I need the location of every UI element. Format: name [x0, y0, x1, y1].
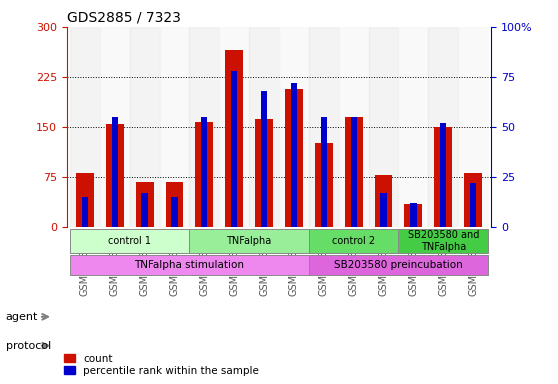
Bar	[219, 27, 249, 227]
Bar	[464, 173, 482, 227]
Text: control 1: control 1	[108, 236, 151, 246]
Text: control 2: control 2	[332, 236, 375, 246]
FancyBboxPatch shape	[189, 229, 309, 253]
Bar	[160, 27, 189, 227]
Bar	[315, 142, 333, 227]
FancyBboxPatch shape	[309, 255, 488, 275]
Bar	[434, 127, 452, 227]
Bar	[369, 27, 398, 227]
Bar	[231, 71, 237, 227]
Bar	[470, 183, 477, 227]
Bar	[76, 173, 94, 227]
Bar	[201, 117, 208, 227]
Text: SB203580 preincubation: SB203580 preincubation	[334, 260, 463, 270]
Bar	[339, 27, 369, 227]
Bar	[398, 27, 429, 227]
Bar	[171, 197, 177, 227]
Bar	[410, 204, 416, 227]
Bar	[381, 194, 387, 227]
Text: protocol: protocol	[6, 341, 51, 351]
Bar	[70, 27, 100, 227]
Text: TNFalpha: TNFalpha	[227, 236, 272, 246]
Bar	[142, 194, 148, 227]
FancyBboxPatch shape	[70, 229, 189, 253]
Text: TNFalpha stimulation: TNFalpha stimulation	[134, 260, 244, 270]
Bar	[225, 50, 243, 227]
FancyBboxPatch shape	[398, 229, 488, 253]
Bar	[458, 27, 488, 227]
Bar	[249, 27, 279, 227]
Bar	[112, 117, 118, 227]
Bar	[350, 117, 357, 227]
Bar	[106, 124, 124, 227]
FancyBboxPatch shape	[70, 255, 309, 275]
Bar	[285, 89, 303, 227]
Bar	[291, 83, 297, 227]
FancyBboxPatch shape	[309, 229, 398, 253]
Bar	[195, 122, 213, 227]
Bar	[309, 27, 339, 227]
Bar	[261, 91, 267, 227]
Bar	[100, 27, 129, 227]
Text: SB203580 and
TNFalpha: SB203580 and TNFalpha	[407, 230, 479, 252]
Bar	[440, 123, 446, 227]
Bar	[189, 27, 219, 227]
Bar	[374, 175, 392, 227]
Bar	[255, 119, 273, 227]
Text: GDS2885 / 7323: GDS2885 / 7323	[67, 10, 181, 24]
Bar	[81, 197, 88, 227]
Bar	[129, 27, 160, 227]
Bar	[345, 117, 363, 227]
Bar	[405, 204, 422, 227]
Bar	[166, 182, 184, 227]
Bar	[279, 27, 309, 227]
Text: agent: agent	[6, 312, 38, 322]
Bar	[321, 117, 327, 227]
Legend: count, percentile rank within the sample: count, percentile rank within the sample	[61, 351, 262, 379]
Bar	[429, 27, 458, 227]
Bar	[136, 182, 153, 227]
